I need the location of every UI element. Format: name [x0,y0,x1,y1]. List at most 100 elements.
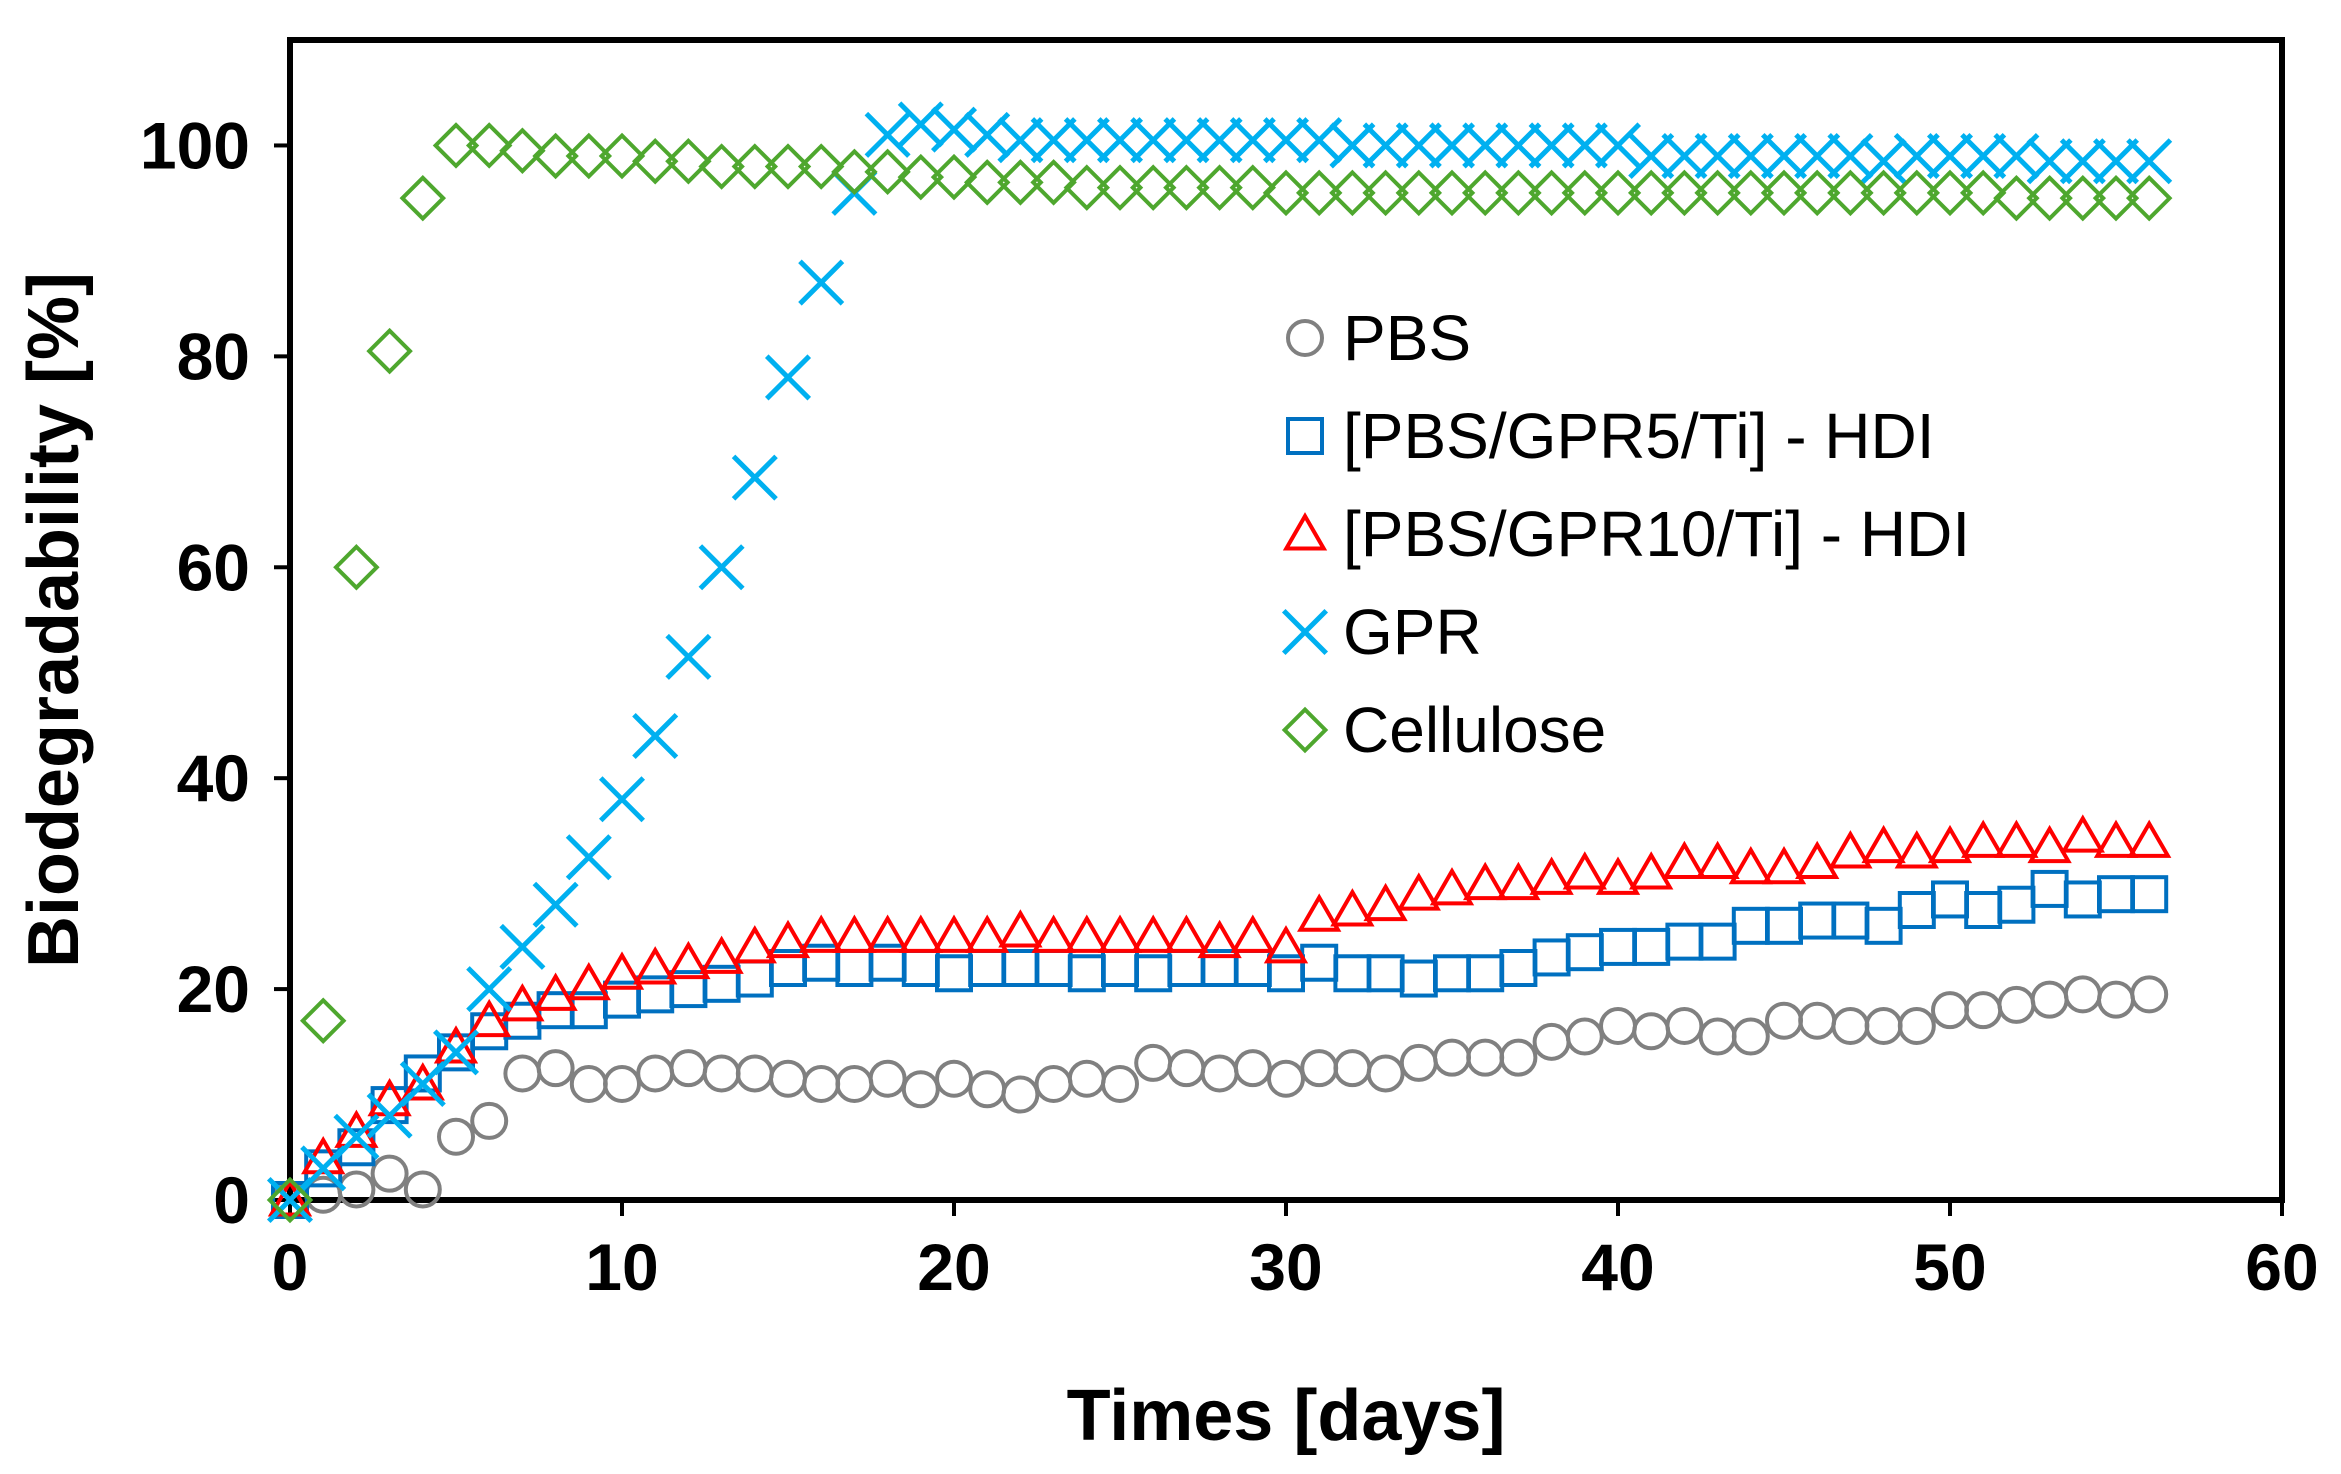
data-point [1861,824,1906,864]
data-point [1229,117,1276,164]
data-point [1399,959,1438,998]
legend-label: [PBS/GPR5/Ti] - HDI [1343,400,1935,472]
data-point [665,138,712,185]
data-point [968,1070,1007,1109]
data-point [2030,980,2069,1019]
data-point [1134,1043,1173,1082]
data-point [698,143,745,190]
data-point [1399,1043,1438,1082]
data-point [633,946,678,985]
data-point [437,1117,475,1156]
data-point [599,951,645,990]
data-point [1594,169,1642,217]
data-point [466,966,513,1013]
data-point [1363,882,1408,922]
y-tick-label: 40 [177,741,250,815]
data-point [930,153,978,201]
data-point [1461,169,1509,217]
data-point [1396,872,1441,911]
data-point [1030,159,1077,206]
data-point [1200,1054,1239,1093]
x-tick-label: 50 [1913,1230,1986,1304]
data-point [769,1059,807,1098]
data-point [1163,117,1210,164]
data-point [963,159,1011,206]
data-point [698,544,745,591]
data-point [2030,869,2069,908]
data-point [1864,1007,1903,1045]
data-point [1931,991,1969,1030]
data-point [1101,1065,1139,1103]
data-point [1727,132,1774,180]
legend-marker [1286,417,1324,455]
data-point [1827,169,1874,217]
data-point [1761,845,1807,885]
data-point [1529,856,1574,895]
data-point [2127,819,2172,858]
data-point [731,143,779,190]
data-point [2026,138,2073,185]
data-point [1067,1059,1106,1098]
data-point [1793,169,1841,217]
data-point [1499,949,1538,987]
data-point [2059,138,2106,185]
data-point [1760,132,1808,180]
data-point [1233,949,1272,987]
data-point [897,153,945,201]
data-point [566,961,611,1001]
data-point [1230,914,1275,953]
x-axis-title: Times [days] [1067,1376,1506,1456]
y-tick-label: 80 [177,319,250,393]
data-point [1196,164,1243,211]
data-point [333,1113,380,1160]
data-point [503,1054,542,1093]
data-point [337,1170,376,1209]
data-point [1794,132,1841,180]
data-point [1030,117,1077,164]
data-point [997,117,1044,164]
data-point [1627,169,1675,217]
data-point [865,914,910,953]
data-point [1196,117,1243,164]
data-point [901,949,940,987]
data-point [1562,851,1607,890]
data-point [1001,949,1040,987]
data-point [2027,824,2072,864]
data-point [2130,975,2169,1014]
data-point [1330,888,1375,927]
data-point [1433,954,1471,993]
data-point [864,111,911,158]
data-point [1894,830,1939,869]
data-point [2097,875,2135,914]
legend-label: GPR [1343,596,1482,668]
data-point [403,1054,442,1093]
data-point [1561,169,1609,217]
data-point [1727,169,1775,217]
data-point [1429,867,1475,906]
data-point [1034,1065,1073,1103]
data-point [1993,174,2040,222]
data-point [1333,1049,1372,1088]
data-point [2060,814,2105,853]
data-point [565,132,613,180]
data-point [2092,138,2140,185]
data-point [1695,840,1740,879]
data-point [1629,851,1674,890]
x-tick-label: 0 [272,1230,309,1304]
data-point [437,1033,475,1072]
data-point [2097,980,2135,1019]
data-point [1064,914,1109,953]
data-point [1300,1049,1339,1088]
data-point [267,1178,313,1217]
x-tick-label: 60 [2245,1230,2318,1304]
data-point [1931,880,1969,919]
data-point [1496,861,1541,901]
data-point [631,138,679,185]
data-point [636,1054,675,1093]
data-point [2059,174,2107,222]
data-point [1134,954,1173,993]
legend-item: [PBS/GPR10/Ti] - HDI [1282,498,1970,570]
series-x [266,101,2173,1224]
data-point [1262,169,1310,217]
data-point [432,1029,480,1076]
